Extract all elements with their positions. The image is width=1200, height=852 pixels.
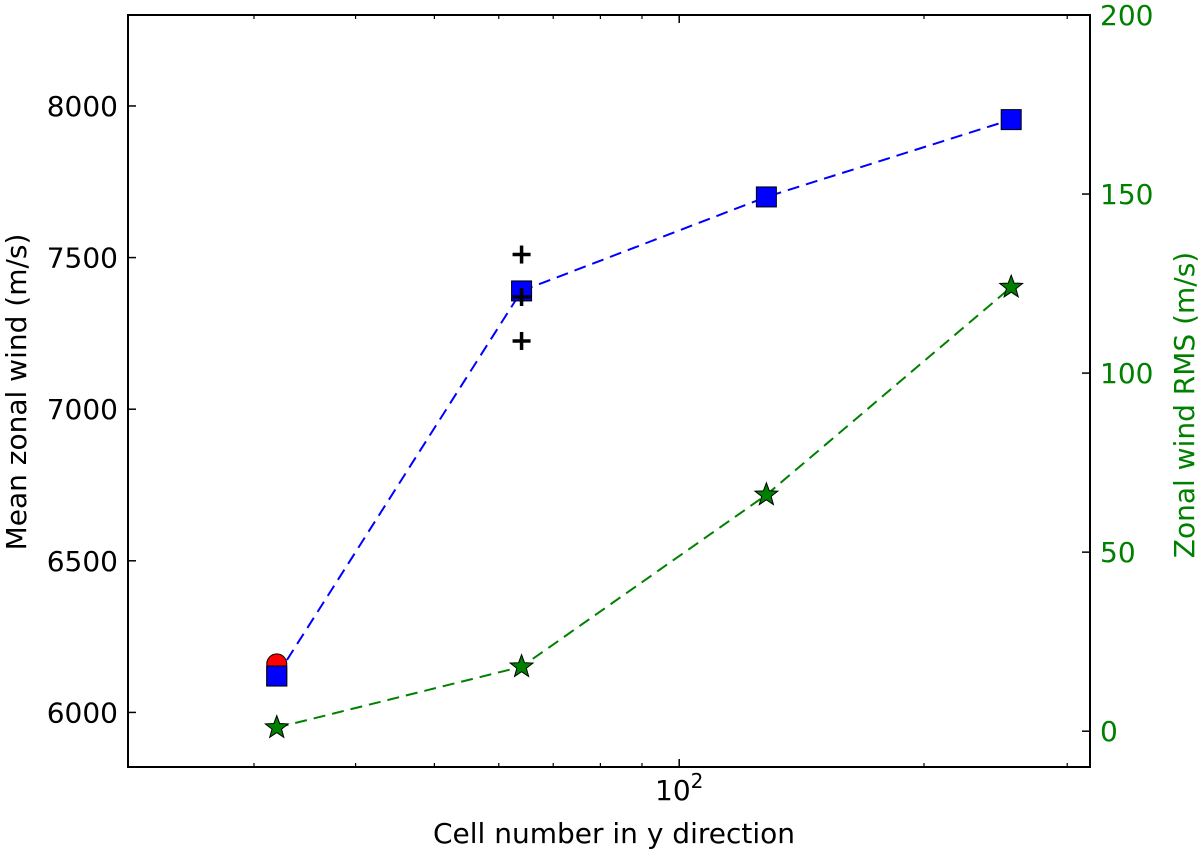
x-tick-label: 102 (655, 769, 703, 807)
x-axis-label: Cell number in y direction (433, 817, 795, 850)
y2-tick-label: 200 (1100, 0, 1153, 32)
y2-tick-label: 0 (1100, 715, 1118, 748)
y2-tick-label: 150 (1100, 178, 1153, 211)
variations-point (512, 288, 531, 306)
zonal-wind-rms-point (753, 481, 780, 506)
y2-axis-label: Zonal wind RMS (m/s) (1168, 252, 1200, 558)
mean-zonal-wind-point (755, 186, 777, 208)
zonal-wind-rms-point (263, 714, 290, 739)
y2-tick-label: 50 (1100, 536, 1136, 569)
mean-zonal-wind-line (275, 118, 1012, 677)
y2-tick-label: 100 (1100, 357, 1153, 390)
zonal-wind-rms-line (276, 286, 1012, 729)
variations-point (512, 331, 531, 350)
mean-zonal-wind-point-overlay (266, 665, 288, 687)
mean-zonal-wind-point (1000, 109, 1022, 131)
y-tick-label: 7000 (47, 393, 118, 426)
y-axis-label: Mean zonal wind (m/s) (0, 234, 33, 551)
zonal-wind-rms-point (998, 273, 1024, 299)
plot-area (128, 15, 1090, 767)
y-tick-label: 7500 (47, 242, 118, 275)
y-tick-label: 6000 (47, 696, 118, 729)
plot-frame (127, 14, 1091, 768)
zonal-wind-rms-point (508, 653, 535, 678)
chart-marks (263, 109, 1024, 739)
variations-point (512, 245, 531, 264)
y-tick-label: 6500 (47, 545, 118, 578)
y-tick-label: 8000 (47, 90, 118, 123)
axis-ticks: 102 6000 6500 7000 7500 8000 0 50 100 150 200 (47, 0, 1154, 807)
